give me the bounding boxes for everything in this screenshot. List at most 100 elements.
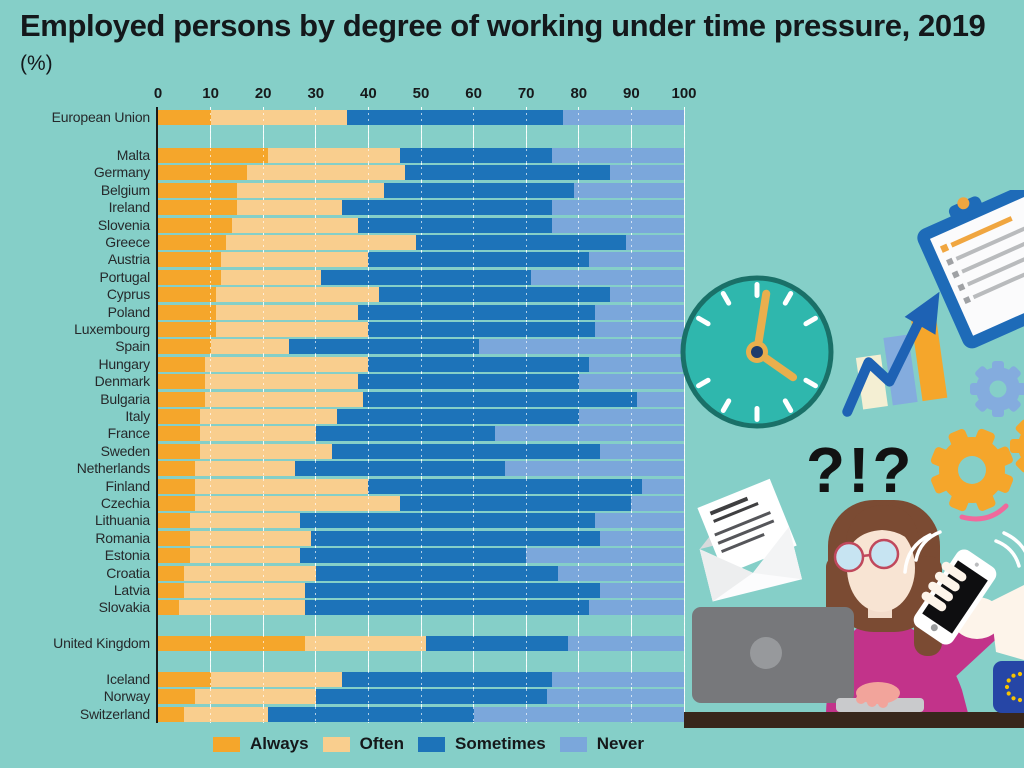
legend-item: Always bbox=[213, 735, 309, 752]
bar-segment-always bbox=[158, 200, 237, 216]
bar-segment-never bbox=[589, 356, 684, 372]
envelope-icon bbox=[697, 478, 802, 602]
bar-segment-never bbox=[552, 200, 684, 216]
bar-segment-often bbox=[268, 148, 400, 163]
bar-segment-never bbox=[599, 443, 684, 459]
bar-segment-never bbox=[494, 426, 684, 442]
bar-segment-always bbox=[158, 252, 222, 268]
bar-segment-often bbox=[205, 356, 369, 372]
gridline-dash bbox=[683, 107, 685, 723]
bar-segment-always bbox=[158, 443, 201, 459]
country-label: Ireland bbox=[108, 199, 151, 216]
chart-row bbox=[158, 548, 684, 564]
chart-row bbox=[158, 287, 684, 303]
country-label: Slovenia bbox=[97, 216, 150, 233]
axis-tick-label: 50 bbox=[412, 85, 430, 102]
bar-segment-never bbox=[568, 636, 684, 651]
country-label: Norway bbox=[103, 688, 150, 705]
country-label: Lithuania bbox=[94, 512, 150, 529]
bar-segment-always bbox=[158, 409, 201, 424]
bar-segment-always bbox=[158, 706, 185, 722]
bar-segment-always bbox=[158, 391, 206, 407]
country-label: Spain bbox=[115, 338, 150, 355]
gridline-dash bbox=[473, 107, 475, 723]
bar-segment-always bbox=[158, 530, 190, 546]
legend-item: Sometimes bbox=[417, 735, 546, 752]
country-label: Croatia bbox=[106, 564, 150, 581]
bar-segment-always bbox=[158, 672, 211, 687]
typing-hand bbox=[856, 682, 900, 708]
country-label: Portugal bbox=[99, 268, 150, 285]
growth-chart-icon bbox=[842, 291, 948, 417]
bar-segment-never bbox=[594, 322, 684, 337]
bar-segment-sometimes bbox=[268, 706, 474, 722]
bar-segment-sometimes bbox=[357, 304, 595, 320]
bar-segment-sometimes bbox=[347, 110, 563, 125]
bar-segment-often bbox=[184, 706, 269, 722]
gridline-dash bbox=[420, 107, 422, 723]
gear-icon bbox=[930, 361, 1024, 522]
gridline-dash bbox=[315, 107, 317, 723]
question-exclamation-text: ?!? bbox=[806, 434, 915, 506]
bar-segment-sometimes bbox=[342, 672, 553, 687]
legend-item: Often bbox=[322, 735, 404, 752]
bar-segment-never bbox=[599, 583, 684, 598]
bar-segment-sometimes bbox=[399, 496, 632, 511]
legend-swatch-never bbox=[559, 736, 587, 752]
bar-segment-never bbox=[552, 672, 684, 687]
axis-tick-label: 0 bbox=[153, 85, 163, 102]
clock-icon bbox=[680, 275, 834, 429]
bar-segment-sometimes bbox=[310, 530, 600, 546]
bar-segment-often bbox=[189, 548, 300, 564]
bar-segment-always bbox=[158, 600, 180, 616]
chart-row bbox=[158, 426, 684, 442]
country-label: Iceland bbox=[106, 671, 150, 687]
chart-row bbox=[158, 530, 684, 546]
bar-segment-sometimes bbox=[331, 443, 600, 459]
country-label: Switzerland bbox=[79, 705, 150, 722]
country-label: Hungary bbox=[98, 355, 150, 372]
bar-segment-always bbox=[158, 182, 237, 198]
bar-segment-sometimes bbox=[294, 461, 506, 477]
bar-segment-never bbox=[531, 269, 684, 285]
phone-in-hand-icon bbox=[903, 530, 1024, 660]
bar-segment-sometimes bbox=[305, 583, 600, 598]
bar-segment-always bbox=[158, 217, 232, 233]
chart-row bbox=[158, 689, 684, 705]
bar-segment-often bbox=[194, 461, 295, 477]
bar-segment-never bbox=[478, 339, 684, 355]
bar-segment-sometimes bbox=[399, 148, 553, 163]
country-label: Italy bbox=[125, 408, 150, 424]
bar-segment-sometimes bbox=[321, 269, 532, 285]
bar-segment-often bbox=[200, 426, 316, 442]
chart-row bbox=[158, 478, 684, 494]
bar-segment-sometimes bbox=[415, 235, 627, 250]
bar-segment-never bbox=[631, 496, 684, 511]
bar-segment-never bbox=[563, 110, 684, 125]
page-title: Employed persons by degree of working un… bbox=[20, 8, 986, 43]
country-label: Malta bbox=[116, 147, 150, 163]
bar-segment-never bbox=[589, 600, 684, 616]
country-label: Finland bbox=[105, 477, 150, 494]
bar-segment-often bbox=[226, 235, 416, 250]
chart-row bbox=[158, 304, 684, 320]
bar-segment-sometimes bbox=[378, 287, 611, 303]
bar-segment-always bbox=[158, 148, 269, 163]
chart-row bbox=[158, 409, 684, 424]
country-label: Latvia bbox=[113, 582, 150, 598]
axis-tick-label: 40 bbox=[360, 85, 377, 102]
axis-tick-label: 60 bbox=[465, 85, 482, 102]
bar-segment-always bbox=[158, 235, 227, 250]
country-label: Greece bbox=[105, 234, 150, 250]
desk bbox=[684, 712, 1024, 728]
bar-segment-often bbox=[189, 513, 300, 529]
country-label: Romania bbox=[95, 529, 150, 546]
bar-segment-never bbox=[552, 148, 684, 163]
chart-row bbox=[158, 269, 684, 285]
bar-segment-often bbox=[210, 339, 290, 355]
bar-segment-always bbox=[158, 565, 185, 581]
gridline-dash bbox=[525, 107, 527, 723]
bar-segment-never bbox=[610, 287, 684, 303]
chart-row bbox=[158, 496, 684, 511]
